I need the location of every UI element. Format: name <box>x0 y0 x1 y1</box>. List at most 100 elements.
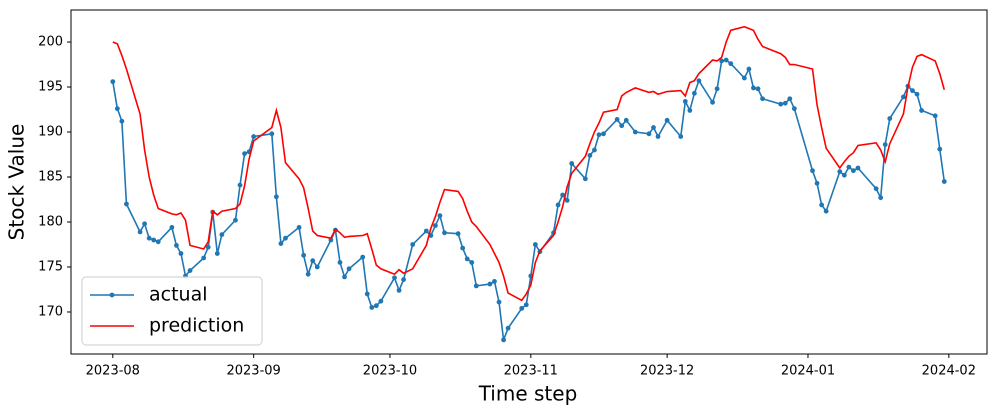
point <box>469 260 475 265</box>
point <box>623 117 629 123</box>
point <box>473 283 479 289</box>
point <box>592 147 597 153</box>
point <box>837 169 843 175</box>
point <box>251 134 257 139</box>
point <box>492 278 497 284</box>
x-tick-label: 2023-10 <box>363 364 417 379</box>
point <box>719 58 725 64</box>
point <box>582 176 588 182</box>
point <box>560 192 566 198</box>
point <box>124 201 129 207</box>
legend-label: prediction <box>149 315 244 337</box>
point <box>751 85 756 91</box>
point <box>632 129 638 135</box>
point <box>910 88 915 94</box>
point <box>174 242 179 248</box>
point <box>237 182 243 188</box>
point <box>283 235 288 241</box>
point <box>687 108 693 113</box>
point <box>410 242 416 247</box>
point <box>392 275 397 281</box>
x-tick-label: 2024-01 <box>781 364 835 379</box>
point <box>342 274 347 280</box>
point <box>187 268 193 273</box>
point <box>887 116 893 121</box>
point <box>314 264 320 270</box>
y-tick-label: 170 <box>38 304 63 319</box>
point <box>301 252 307 258</box>
point <box>569 161 575 166</box>
x-tick-label: 2023-09 <box>226 364 280 379</box>
point <box>396 287 402 293</box>
point <box>760 96 765 102</box>
legend-label: actual <box>149 284 208 306</box>
point <box>423 228 429 234</box>
point <box>310 258 316 264</box>
legend: actual prediction <box>81 276 263 346</box>
point <box>782 100 788 106</box>
point <box>305 271 311 277</box>
point <box>519 305 525 311</box>
point <box>555 202 561 208</box>
point <box>596 132 602 138</box>
y-tick-label: 180 <box>38 214 63 229</box>
point <box>532 242 538 247</box>
point <box>710 99 715 105</box>
point <box>791 106 797 112</box>
point <box>137 229 143 235</box>
point <box>142 221 148 227</box>
point <box>505 325 511 331</box>
point <box>328 237 334 243</box>
point <box>455 231 461 237</box>
point <box>437 213 443 219</box>
point <box>682 99 688 104</box>
point <box>346 266 352 272</box>
point <box>873 186 879 192</box>
point <box>501 337 506 343</box>
point <box>360 254 366 260</box>
point <box>755 86 761 92</box>
point <box>646 131 652 137</box>
point <box>778 101 784 107</box>
point <box>464 256 470 262</box>
point <box>278 241 284 246</box>
point <box>487 281 493 287</box>
y-axis-label: Stock Value <box>5 124 29 241</box>
point <box>155 239 161 245</box>
point <box>433 223 438 228</box>
point <box>219 232 225 237</box>
point <box>587 153 593 158</box>
point <box>823 208 829 214</box>
point <box>900 94 906 100</box>
point <box>787 96 793 102</box>
point <box>882 142 888 148</box>
x-tick-label: 2024-02 <box>922 364 976 379</box>
point <box>878 195 884 201</box>
point <box>364 291 370 297</box>
point <box>728 61 734 67</box>
point <box>178 251 184 256</box>
point <box>205 244 211 250</box>
point <box>373 303 379 309</box>
point <box>855 165 861 171</box>
y-tick-label: 185 <box>38 170 63 185</box>
point <box>651 125 656 130</box>
point <box>369 305 375 310</box>
point <box>119 118 125 124</box>
legend-box <box>81 276 263 346</box>
point <box>151 237 157 243</box>
point <box>814 180 820 186</box>
point <box>242 151 247 157</box>
y-tick-label: 195 <box>38 80 63 95</box>
x-tick-label: 2023-12 <box>640 364 694 379</box>
point <box>296 224 302 230</box>
point <box>696 78 702 84</box>
point <box>110 79 116 85</box>
point <box>378 298 384 304</box>
point <box>269 131 275 137</box>
point <box>619 123 625 129</box>
point <box>932 113 938 119</box>
point <box>146 235 152 241</box>
point <box>214 251 220 256</box>
